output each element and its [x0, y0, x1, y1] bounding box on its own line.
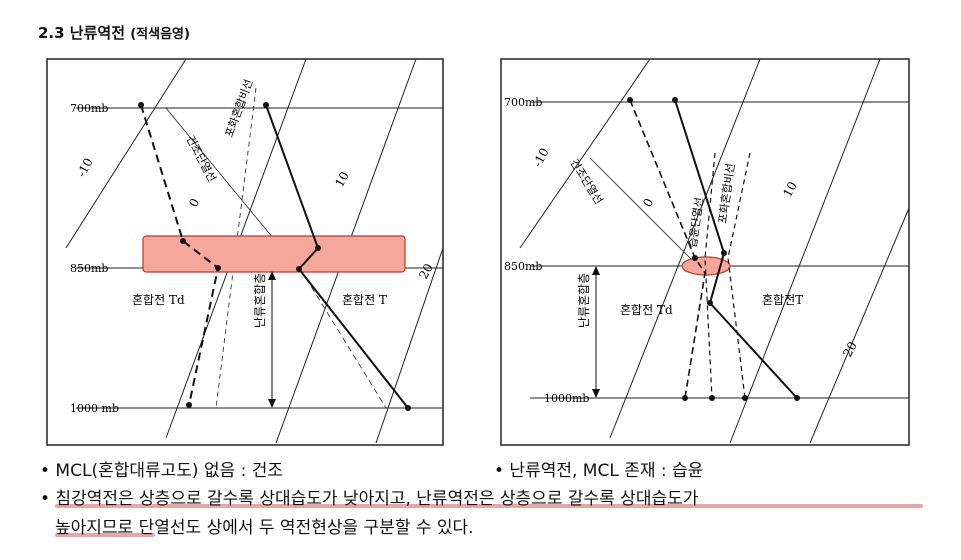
- highlight-underline: [55, 504, 923, 508]
- title-text: 2.3 난류역전: [38, 24, 125, 42]
- right-p700: 700mb: [504, 96, 542, 109]
- bullet-comparison: • 침강역전은 상층으로 갈수록 상대습도가 낮아지고, 난류역전은 상층으로 …: [40, 489, 699, 509]
- bullet-mcl-dry: • MCL(혼합대류고도) 없음 : 건조: [40, 461, 284, 481]
- left-label-td: 혼합전 Td: [132, 293, 185, 307]
- left-label-t: 혼합전 T: [342, 293, 387, 307]
- bullet-mcl-wet: • 난류역전, MCL 존재 : 습윤: [494, 461, 704, 481]
- right-label-td: 혼합전 Td: [620, 303, 673, 317]
- right-label-layer: 난류혼합층: [577, 273, 591, 328]
- right-p850: 850mb: [504, 260, 542, 273]
- right-iso-20: 20: [840, 339, 860, 359]
- title-subtitle: (적색음영): [130, 27, 190, 42]
- left-p850: 850mb: [70, 262, 108, 275]
- section-title: 2.3 난류역전 (적색음영): [38, 22, 190, 43]
- left-p700: 700mb: [70, 102, 108, 115]
- left-label-layer: 난류혼합층: [253, 273, 267, 328]
- left-iso-20: 20: [416, 261, 436, 281]
- highlight-underline: [55, 533, 155, 537]
- right-diagram: 700mb 850mb 1000mb -10 0 10 20 건조단열선 포화혼…: [500, 58, 910, 446]
- left-p1000: 1000 mb: [70, 402, 119, 415]
- left-diagram: 700mb 850mb 1000 mb -10 0 10 20 건조단열선 포화…: [46, 58, 444, 446]
- left-iso-10: 10: [332, 169, 352, 189]
- right-iso-10: 10: [780, 179, 800, 199]
- bullet-comparison-cont: 높아지므로 단열선도 상에서 두 역전현상을 구분할 수 있다.: [55, 518, 474, 538]
- right-p1000: 1000mb: [544, 392, 589, 405]
- right-label-t: 혼합전T: [762, 293, 803, 307]
- inversion-highlight: [681, 256, 731, 276]
- inversion-highlight: [142, 235, 406, 273]
